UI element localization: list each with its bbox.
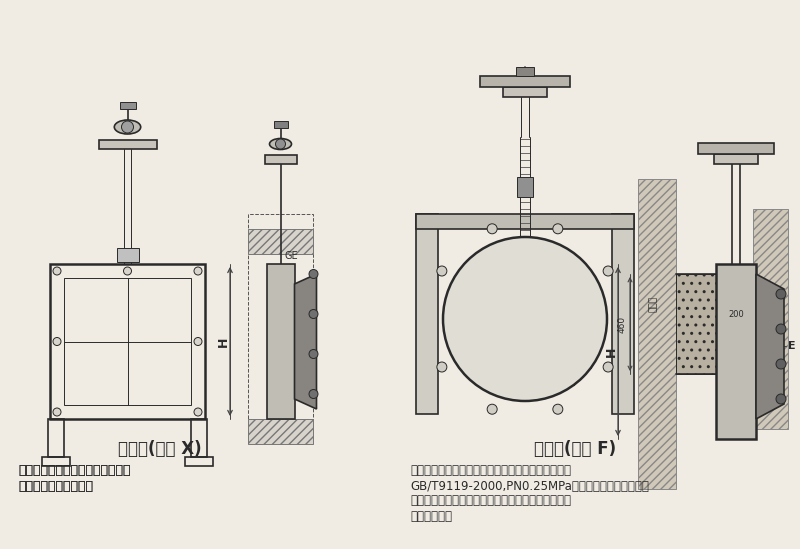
- Text: 适用所有规格单向及双向圆闸门的安装。法兰标准：: 适用所有规格单向及双向圆闸门的安装。法兰标准：: [410, 464, 571, 478]
- Text: 法兰式(代号 F): 法兰式(代号 F): [534, 440, 616, 458]
- Bar: [191, 419, 207, 457]
- Bar: [185, 457, 213, 466]
- Bar: [64, 278, 191, 405]
- Circle shape: [309, 310, 318, 318]
- Circle shape: [53, 267, 61, 275]
- Circle shape: [53, 408, 61, 416]
- Bar: [753, 209, 788, 429]
- Circle shape: [309, 350, 318, 358]
- Text: H: H: [217, 337, 230, 346]
- Bar: [516, 67, 534, 76]
- Text: 与闸门法兰配制一只钢法兰，安装时两法兰装配后与: 与闸门法兰配制一只钢法兰，安装时两法兰装配后与: [410, 495, 571, 507]
- Bar: [117, 248, 138, 262]
- Circle shape: [275, 139, 286, 149]
- Text: 穿墙管: 穿墙管: [649, 296, 658, 312]
- Circle shape: [309, 389, 318, 399]
- Bar: [274, 121, 287, 128]
- Circle shape: [437, 362, 447, 372]
- Bar: [517, 177, 533, 197]
- Bar: [50, 264, 205, 419]
- Circle shape: [603, 362, 613, 372]
- Circle shape: [487, 404, 497, 414]
- Circle shape: [776, 394, 786, 404]
- Bar: [714, 154, 758, 164]
- Ellipse shape: [270, 138, 291, 149]
- Circle shape: [776, 289, 786, 299]
- Bar: [98, 140, 157, 149]
- Circle shape: [53, 338, 61, 345]
- Bar: [248, 419, 313, 444]
- Ellipse shape: [114, 120, 141, 134]
- Circle shape: [776, 359, 786, 369]
- Text: 460: 460: [618, 316, 626, 333]
- Text: 200: 200: [728, 310, 744, 319]
- Bar: [266, 264, 294, 419]
- Circle shape: [123, 267, 131, 275]
- Bar: [698, 143, 774, 154]
- Bar: [48, 419, 64, 457]
- Bar: [676, 274, 716, 374]
- Bar: [480, 76, 570, 87]
- Circle shape: [487, 224, 497, 234]
- Text: E: E: [788, 341, 796, 351]
- Text: H: H: [605, 346, 618, 357]
- Text: 下开式(代号 X): 下开式(代号 X): [118, 440, 202, 458]
- Text: 适用于上开时无空间的场合，只适: 适用于上开时无空间的场合，只适: [18, 464, 130, 478]
- Text: GB/T9119-2000,PN0.25MPa。当穿墙管为钢管时，需: GB/T9119-2000,PN0.25MPa。当穿墙管为钢管时，需: [410, 479, 649, 492]
- Bar: [119, 102, 135, 109]
- Bar: [42, 457, 70, 466]
- Text: 适用于上开时无空间的场合，只适: 适用于上开时无空间的场合，只适: [18, 464, 130, 478]
- Bar: [638, 179, 676, 489]
- Polygon shape: [756, 274, 784, 419]
- Bar: [248, 214, 313, 419]
- Circle shape: [194, 338, 202, 345]
- Text: GE: GE: [285, 251, 298, 261]
- Circle shape: [553, 404, 563, 414]
- Circle shape: [603, 266, 613, 276]
- Circle shape: [122, 121, 134, 133]
- Circle shape: [443, 237, 607, 401]
- Text: 用于单向闸门的安装。: 用于单向闸门的安装。: [18, 480, 93, 494]
- Bar: [503, 87, 547, 97]
- Circle shape: [776, 324, 786, 334]
- Circle shape: [437, 266, 447, 276]
- Bar: [612, 214, 634, 414]
- Circle shape: [553, 224, 563, 234]
- Circle shape: [194, 408, 202, 416]
- Text: 穿墙管焊接。: 穿墙管焊接。: [410, 509, 452, 523]
- Bar: [265, 155, 297, 164]
- Polygon shape: [294, 274, 317, 409]
- Bar: [716, 264, 756, 439]
- Bar: [416, 214, 438, 414]
- Circle shape: [194, 267, 202, 275]
- Circle shape: [309, 270, 318, 278]
- Bar: [248, 229, 313, 254]
- Bar: [416, 214, 634, 229]
- Text: 用于单向闸门的安装。: 用于单向闸门的安装。: [18, 480, 93, 494]
